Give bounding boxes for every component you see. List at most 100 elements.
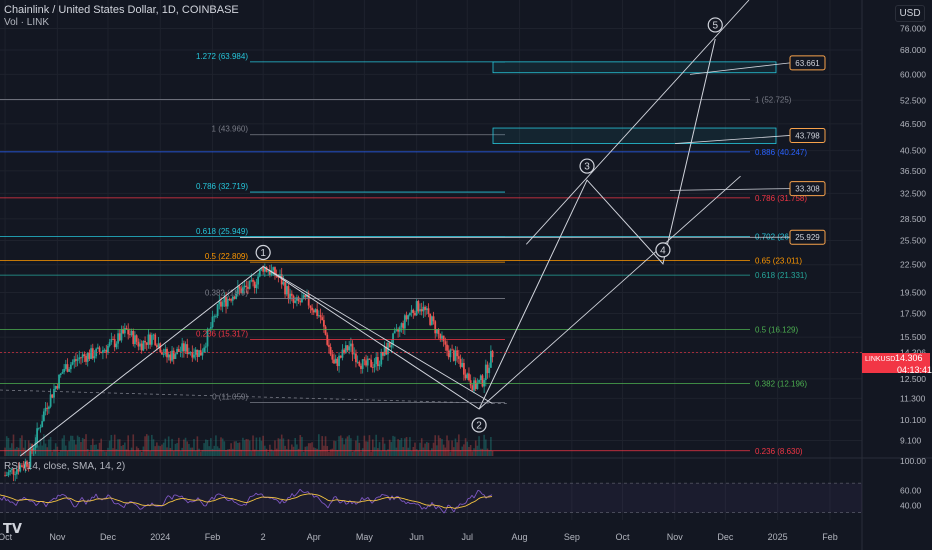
candle-body <box>186 344 189 355</box>
candle-body <box>263 266 266 272</box>
candle-body <box>255 284 258 289</box>
candle-body <box>78 357 81 360</box>
candle-body <box>63 368 66 373</box>
rsi-sma-line <box>173 499 177 502</box>
rsi-line <box>27 499 31 502</box>
candle-body <box>123 328 126 334</box>
candle-body <box>191 351 194 358</box>
volume-bar <box>7 437 10 456</box>
volume-bar <box>329 449 332 456</box>
candle-body <box>75 359 77 361</box>
rsi-line <box>321 502 325 505</box>
rsi-sma-line <box>117 499 121 502</box>
candle-body <box>478 380 480 383</box>
volume-bar <box>102 450 104 456</box>
rsi-line <box>337 500 341 504</box>
currency-button[interactable]: USD <box>895 5 925 22</box>
candle-body <box>88 353 91 359</box>
volume-bar <box>161 444 163 456</box>
rsi-sma-line <box>73 499 77 502</box>
candle-body <box>166 348 168 358</box>
wave-label: 2 <box>476 421 482 432</box>
volume-bar <box>292 446 295 456</box>
volume-bar <box>291 444 293 456</box>
candle-body <box>235 293 238 299</box>
volume-bar <box>176 443 178 456</box>
candle-body <box>373 364 376 368</box>
candle-body <box>252 279 254 282</box>
candle-body <box>489 351 492 368</box>
volume-bar <box>221 438 224 456</box>
rsi-sma-line <box>467 503 471 506</box>
volume-bar <box>262 435 264 456</box>
rsi-line <box>399 498 403 502</box>
candle-body <box>262 267 265 272</box>
rsi-line <box>437 505 441 509</box>
volume-bar <box>351 451 354 456</box>
candle-body <box>366 358 369 366</box>
candle-body <box>360 365 362 369</box>
rsi-line <box>187 500 191 504</box>
volume-bar <box>181 447 183 456</box>
rsi-line <box>11 501 15 504</box>
candle-body <box>314 309 317 313</box>
volume-bar <box>311 442 313 456</box>
volume-bar <box>368 435 371 456</box>
rsi-line <box>339 501 343 504</box>
volume-bar <box>336 449 339 456</box>
candle-body <box>307 294 310 306</box>
volume-bar <box>409 437 411 456</box>
rsi-line <box>247 496 251 501</box>
rsi-sma-line <box>69 497 73 500</box>
rsi-line <box>293 494 297 497</box>
candle-body <box>27 466 30 468</box>
candle-body <box>44 407 47 412</box>
rsi-sma-line <box>457 506 461 509</box>
volume-bar <box>395 447 398 456</box>
wave-label: 3 <box>584 162 590 173</box>
rsi-line <box>95 493 99 499</box>
rsi-line <box>55 494 59 500</box>
volume-bar <box>231 448 234 456</box>
rsi-line <box>387 496 391 501</box>
candle-body <box>206 329 209 347</box>
volume-bar <box>233 441 236 456</box>
volume-bar <box>491 450 494 456</box>
candle-body <box>447 350 450 358</box>
volume-bar <box>361 448 364 456</box>
rsi-sma-line <box>477 497 481 500</box>
rsi-line <box>405 501 409 505</box>
rsi-line <box>105 494 109 499</box>
candle-body <box>4 475 6 477</box>
time-axis-tick: Nov <box>667 532 684 542</box>
rsi-line <box>191 500 195 503</box>
tradingview-logo[interactable]: TV <box>3 522 22 537</box>
rsi-line <box>45 503 49 508</box>
candle-body <box>118 333 121 341</box>
rsi-line <box>115 502 119 505</box>
current-price-tag: LINKUSD14.306 04:13:41 <box>862 353 932 375</box>
candle-body <box>368 358 371 360</box>
rsi-sma-line <box>471 501 475 503</box>
volume-bar <box>318 434 320 456</box>
rsi-line <box>361 497 365 501</box>
rsi-sma-line <box>33 499 37 502</box>
volume-bar <box>11 443 13 456</box>
volume-bar <box>297 448 300 456</box>
volume-bar <box>48 439 50 456</box>
rsi-sma-line <box>203 500 207 503</box>
candle-body <box>309 305 312 308</box>
volume-bar <box>404 438 406 456</box>
volume-bar <box>324 436 327 456</box>
candle-body <box>417 301 420 312</box>
candle-body <box>466 373 469 379</box>
rsi-line <box>323 503 327 506</box>
volume-bar <box>149 450 151 456</box>
volume-bar <box>366 441 369 456</box>
candle-body <box>405 315 408 320</box>
candle-body <box>196 349 199 357</box>
volume-bar <box>309 443 312 456</box>
volume-bar <box>346 436 349 456</box>
rsi-line <box>329 501 333 505</box>
